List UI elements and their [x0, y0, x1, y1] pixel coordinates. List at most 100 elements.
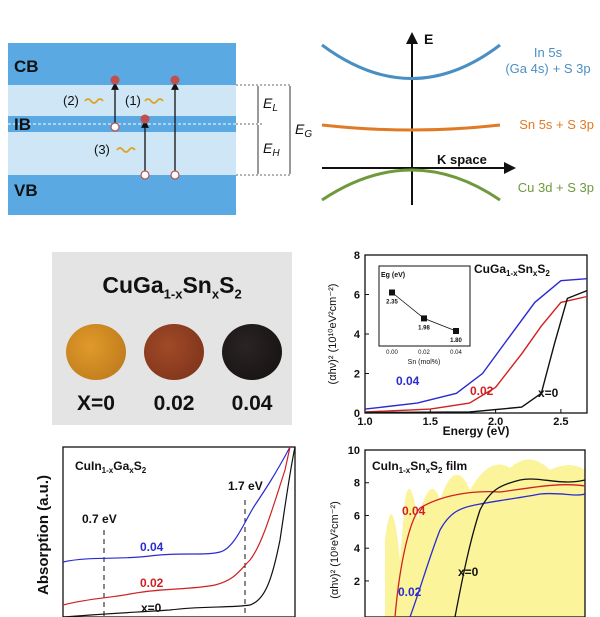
y-tick-label: 10 — [348, 445, 360, 457]
series-line-0.04 — [62, 446, 291, 563]
background-spectrum-fill — [385, 459, 585, 617]
film-curves — [394, 478, 586, 617]
series-line-x=0 — [62, 446, 296, 617]
y-tick-label: 0 — [354, 408, 360, 420]
series-line-0.02 — [364, 295, 588, 413]
y-tick-label: 8 — [354, 478, 360, 490]
ib-label: IB — [14, 115, 31, 134]
hole-dot — [140, 170, 150, 180]
band-diagram: CB IB VB (2) (1) (3) EL EH EG — [8, 43, 312, 215]
series-line-0.04 — [364, 278, 588, 410]
inset-x-tick-label: 0.02 — [418, 350, 430, 356]
tauc1-curves — [364, 278, 588, 414]
tauc-plot-film: 2 4 6 8 10 (αhν)² (10⁸eV²cm⁻²) CuIn1-xSnxS2 … — [329, 445, 586, 617]
x-tick-label: 2.5 — [553, 416, 568, 428]
curve-label: 0.04 — [396, 374, 420, 388]
curve-label: 0.02 — [398, 585, 422, 599]
series-line-x=0 — [364, 289, 588, 414]
sample-label: 0.04 — [231, 392, 273, 415]
vb-label: VB — [14, 181, 38, 200]
sample-disk-x002 — [144, 324, 204, 380]
ib-orbital-label: Sn 5s + S 3p — [519, 117, 594, 132]
orbital-diagram: E K space In 5s (Ga 4s) + S 3p Sn 5s + S … — [321, 31, 594, 205]
vb-orbital-label: Cu 3d + S 3p — [518, 180, 594, 195]
series-line-0.04 — [394, 484, 586, 617]
electron-dot — [140, 114, 150, 124]
vb-band — [8, 175, 236, 215]
plot-frame — [364, 449, 586, 617]
photon-icon — [116, 147, 136, 153]
transition-3-label: (3) — [94, 142, 110, 157]
eg-label: EG — [295, 121, 312, 140]
electron-dot — [170, 75, 180, 85]
el-label: EL — [263, 95, 278, 114]
curve-label: x=0 — [538, 386, 559, 400]
inset-point-label: 1.80 — [450, 338, 462, 344]
photo-title: CuGa1-xSnxS2 — [102, 272, 242, 302]
sample-label: X=0 — [77, 392, 115, 415]
inset-x-label: Sn (mol%) — [408, 359, 441, 366]
conduction-band-curve — [321, 43, 501, 80]
tauc1-axes: 1.0 1.5 2.0 2.5 0 2 4 6 8 — [354, 250, 569, 428]
eh-label: EH — [263, 140, 280, 159]
series-line-0.02 — [409, 492, 586, 617]
curve-label: 0.02 — [140, 576, 164, 590]
cb-band — [8, 43, 236, 85]
sample-disk-x004 — [222, 324, 282, 380]
curve-label: 0.04 — [402, 504, 426, 518]
legend-title: CuIn1-xSnxS2 film — [372, 459, 467, 475]
e-axis-label: E — [424, 31, 433, 47]
legend-title: CuIn1-xGaxS2 — [75, 459, 147, 475]
inset-point — [389, 289, 395, 296]
sample-label: 0.02 — [153, 392, 195, 415]
k-axis-label: K space — [437, 152, 487, 167]
y-tick-label: 2 — [354, 369, 360, 381]
legend-title: CuGa1-xSnxS2 — [474, 262, 550, 278]
inset-y-label: Eg (eV) — [381, 272, 405, 279]
curve-label: 0.02 — [470, 384, 494, 398]
inset-plot: 2.35 1.98 1.80 0.00 0.02 0.04 Eg (eV) Sn (mol… — [378, 265, 471, 366]
y-tick-label: 4 — [354, 543, 361, 555]
photon-icon — [144, 98, 164, 104]
sample-disk-x0 — [66, 324, 126, 380]
hole-dot — [110, 122, 120, 132]
x-tick-label: 1.5 — [423, 416, 438, 428]
y-axis-label: Absorption (a.u.) — [35, 475, 52, 595]
photon-icon — [84, 98, 104, 104]
curve-label: x=0 — [458, 565, 479, 579]
tauc-plot-cugasns: 1.0 1.5 2.0 2.5 0 2 4 6 8 Energy (eV) (αhν)² (10… — [327, 250, 588, 438]
absorption-plot: Absorption (a.u.) CuIn1-xGaxS2 0.7 eV 1.… — [35, 446, 296, 617]
transition-1-label: (1) — [125, 93, 141, 108]
inset-x-tick-label: 0.00 — [386, 350, 398, 356]
x-tick-label: 1.0 — [357, 416, 372, 428]
electron-dot — [110, 75, 120, 85]
y-tick-label: 6 — [354, 290, 360, 302]
absorption-curves — [62, 446, 296, 617]
x-axis-label: Energy (eV) — [443, 424, 510, 438]
x-tick-label: 2.0 — [488, 416, 503, 428]
valence-band-curve — [321, 168, 501, 202]
hole-dot — [170, 170, 180, 180]
series-line-x=0 — [454, 478, 586, 617]
curve-label: 0.04 — [140, 540, 164, 554]
inset-point-label: 1.98 — [418, 325, 430, 331]
y-tick-label: 6 — [354, 510, 360, 522]
y-tick-label: 2 — [354, 576, 360, 588]
ib-band — [8, 116, 236, 132]
inset-point-label: 2.35 — [386, 300, 398, 306]
annotation-1.7ev: 1.7 eV — [228, 479, 263, 493]
y-tick-label: 4 — [354, 329, 361, 341]
cb-label: CB — [14, 57, 39, 76]
transition-2-label: (2) — [63, 93, 79, 108]
sample-photo-panel: CuGa1-xSnxS2 X=0 0.02 0.04 — [52, 252, 292, 425]
film-axes: 2 4 6 8 10 — [348, 445, 369, 588]
inset-point — [453, 328, 459, 334]
curve-label: x=0 — [141, 601, 162, 615]
inset-x-tick-label: 0.04 — [450, 350, 462, 356]
y-axis-label: (αhν)² (10⁸eV²cm⁻²) — [329, 501, 341, 598]
intermediate-band-curve — [321, 123, 501, 132]
cb-orbital-label-2: (Ga 4s) + S 3p — [505, 61, 590, 76]
y-tick-label: 8 — [354, 250, 360, 262]
series-line-0.02 — [62, 446, 291, 606]
